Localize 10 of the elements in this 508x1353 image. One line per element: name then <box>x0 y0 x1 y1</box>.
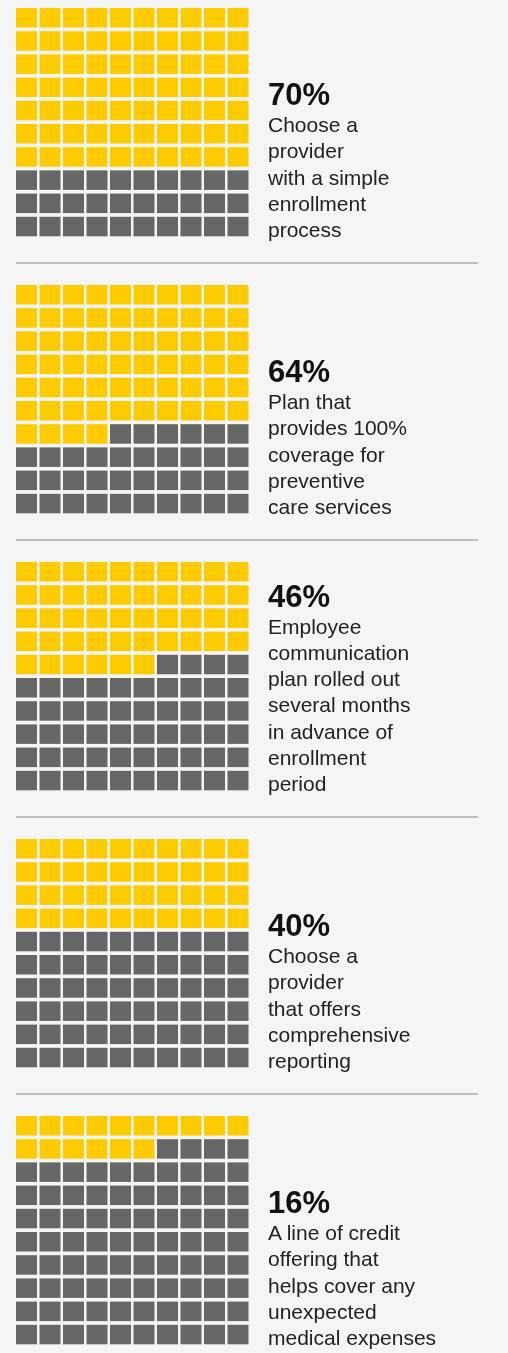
category-label: Plan that provides 100% coverage for preventive care services <box>268 390 407 518</box>
category-label: Employee communication plan rolled out several months in advance of enrollment period <box>268 614 411 795</box>
data-label: 70% <box>268 77 331 113</box>
category-label: A line of credit offering that helps cover any unexpected medical expenses <box>268 1221 437 1349</box>
data-label: 46% <box>268 578 331 614</box>
category-label: Choose a provider with a simple enrollment process <box>267 113 390 241</box>
data-label: 16% <box>268 1185 331 1221</box>
data-label: 40% <box>268 908 331 944</box>
category-label: Choose a provider that offers comprehensive reporting <box>268 944 411 1072</box>
data-label: 64% <box>268 354 331 390</box>
